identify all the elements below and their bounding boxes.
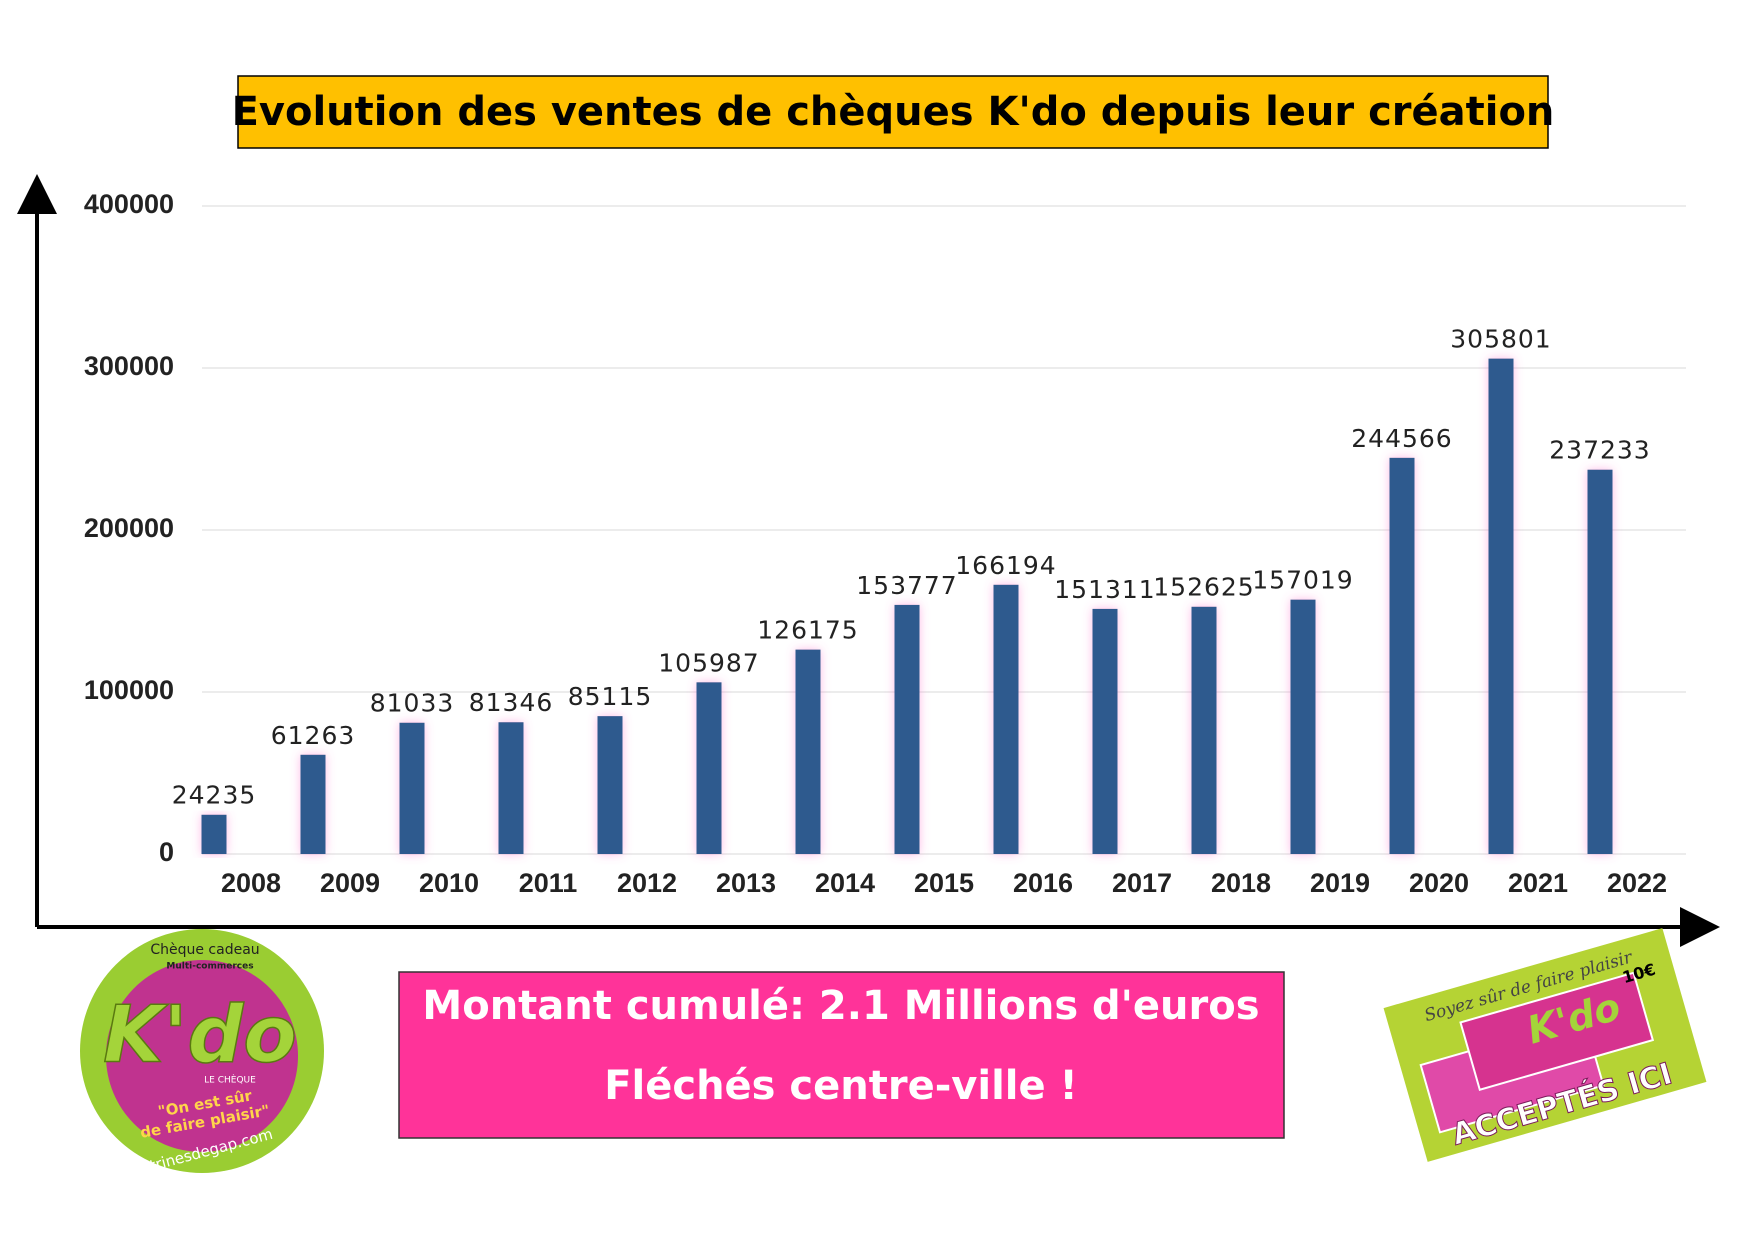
logo-inner <box>106 960 298 1152</box>
chart-title: Evolution des ventes de chèques K'do dep… <box>232 89 1555 135</box>
bar <box>696 682 722 854</box>
plot: 0 100000 200000 300000 400000 2008 24235 2009 61… <box>84 189 1686 898</box>
bar <box>894 604 920 854</box>
summary-line: Fléchés centre-ville ! <box>604 1063 1078 1109</box>
x-tick-label: 2015 <box>914 868 974 898</box>
bar <box>1092 608 1118 854</box>
bar <box>1389 457 1415 854</box>
x-tick-label: 2012 <box>617 868 677 898</box>
bar <box>498 722 524 854</box>
y-tick-label: 400000 <box>84 189 174 219</box>
bar <box>1587 469 1613 854</box>
value-label: 151311 <box>1054 575 1155 604</box>
value-label: 61263 <box>271 721 356 750</box>
value-label: 153777 <box>856 571 957 600</box>
ticket-inner <box>1459 971 1655 1091</box>
logo-text: LE CHÈQUE <box>204 1074 256 1086</box>
x-tick-label: 2008 <box>221 868 281 898</box>
value-label: 24235 <box>172 781 257 810</box>
value-label: 152625 <box>1153 573 1254 602</box>
value-label: 81033 <box>370 689 455 718</box>
x-tick-label: 2020 <box>1409 868 1469 898</box>
value-label: 81346 <box>469 688 554 717</box>
value-label: 126175 <box>757 616 858 645</box>
logo-brand: K'do <box>103 990 297 1080</box>
bar <box>300 754 326 854</box>
y-tick-label: 200000 <box>84 513 174 543</box>
y-tick-label: 300000 <box>84 351 174 381</box>
bar <box>1191 606 1217 854</box>
value-label: 305801 <box>1450 325 1551 354</box>
y-tick-label: 0 <box>159 837 174 867</box>
summary-line: Montant cumulé: 2.1 Millions d'euros <box>422 983 1259 1029</box>
bar <box>201 814 227 854</box>
value-label: 157019 <box>1252 566 1353 595</box>
x-tick-label: 2009 <box>320 868 380 898</box>
title-box <box>237 75 1549 149</box>
logo-text: Chèque cadeau <box>150 942 259 958</box>
x-tick-label: 2010 <box>419 868 479 898</box>
bar <box>795 649 821 854</box>
x-tick-label: 2014 <box>815 868 875 898</box>
x-tick-label: 2013 <box>716 868 776 898</box>
x-tick-label: 2021 <box>1508 868 1568 898</box>
bar <box>597 716 623 854</box>
logo-left: Chèque cadeau Multi-commerces K'do LE CH… <box>80 929 324 1178</box>
x-tick-label: 2016 <box>1013 868 1073 898</box>
x-tick-label: 2017 <box>1112 868 1172 898</box>
x-tick-label: 2018 <box>1211 868 1271 898</box>
value-label: 237233 <box>1549 436 1650 465</box>
x-tick-label: 2022 <box>1607 868 1667 898</box>
logo-text: Multi-commerces <box>166 962 253 972</box>
value-label: 105987 <box>658 648 759 677</box>
value-label: 244566 <box>1351 424 1452 453</box>
bar <box>993 584 1019 854</box>
value-label: 166194 <box>955 551 1056 580</box>
logo-right: Soyez sûr de faire plaisir 10€ K'do ACCE… <box>1383 928 1707 1162</box>
bar <box>1290 599 1316 854</box>
x-tick-label: 2019 <box>1310 868 1370 898</box>
x-tick-label: 2011 <box>519 868 578 898</box>
y-tick-label: 100000 <box>84 675 174 705</box>
bar <box>1488 358 1514 854</box>
bar <box>399 722 425 854</box>
value-label: 85115 <box>568 682 653 711</box>
summary-box <box>398 971 1285 1139</box>
